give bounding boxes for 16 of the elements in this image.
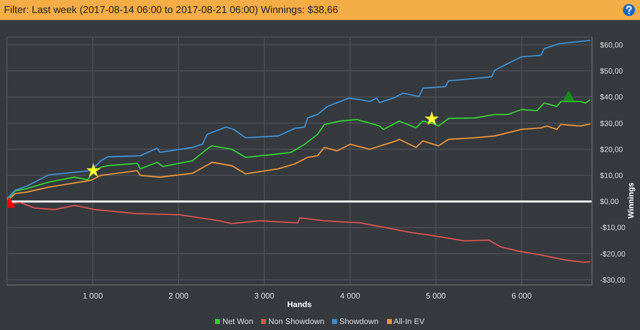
- x-tick-label: 1 000: [82, 292, 104, 301]
- x-tick-label: 6 000: [512, 292, 532, 301]
- legend-label: All-In EV: [392, 317, 425, 326]
- point: [424, 111, 439, 126]
- legend-label: Net Won: [221, 317, 254, 326]
- x-tick-label: 3 000: [254, 292, 275, 301]
- chart-title: Filter: Last week (2017-08-14 06:00 to 2017-08-21 06:00) Winnings: $38,66: [4, 4, 338, 16]
- x-tick-label: 4 000: [340, 292, 361, 301]
- x-tick-label: 2 000: [168, 292, 190, 301]
- point: [86, 163, 101, 177]
- y-axis-title: Winnings: [626, 182, 636, 218]
- x-tick-label: 5 000: [426, 292, 446, 301]
- x-axis-title: Hands: [287, 300, 312, 309]
- point: [562, 90, 575, 102]
- legend-label: Non Showdown: [267, 317, 324, 326]
- legend-label: Showdown: [338, 317, 379, 326]
